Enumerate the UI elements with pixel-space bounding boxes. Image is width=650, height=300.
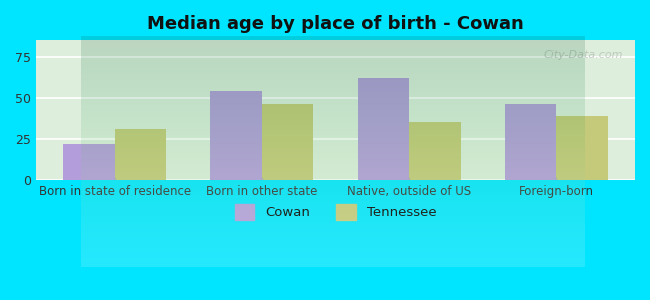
Title: Median age by place of birth - Cowan: Median age by place of birth - Cowan: [147, 15, 524, 33]
Bar: [63, 144, 114, 180]
Bar: [504, 104, 556, 180]
Bar: [114, 129, 166, 180]
Text: City-Data.com: City-Data.com: [543, 50, 623, 60]
Bar: [262, 104, 313, 180]
Bar: [556, 116, 608, 180]
Bar: [409, 122, 461, 180]
Bar: [358, 78, 409, 180]
Legend: Cowan, Tennessee: Cowan, Tennessee: [228, 197, 443, 226]
Bar: [211, 91, 262, 180]
